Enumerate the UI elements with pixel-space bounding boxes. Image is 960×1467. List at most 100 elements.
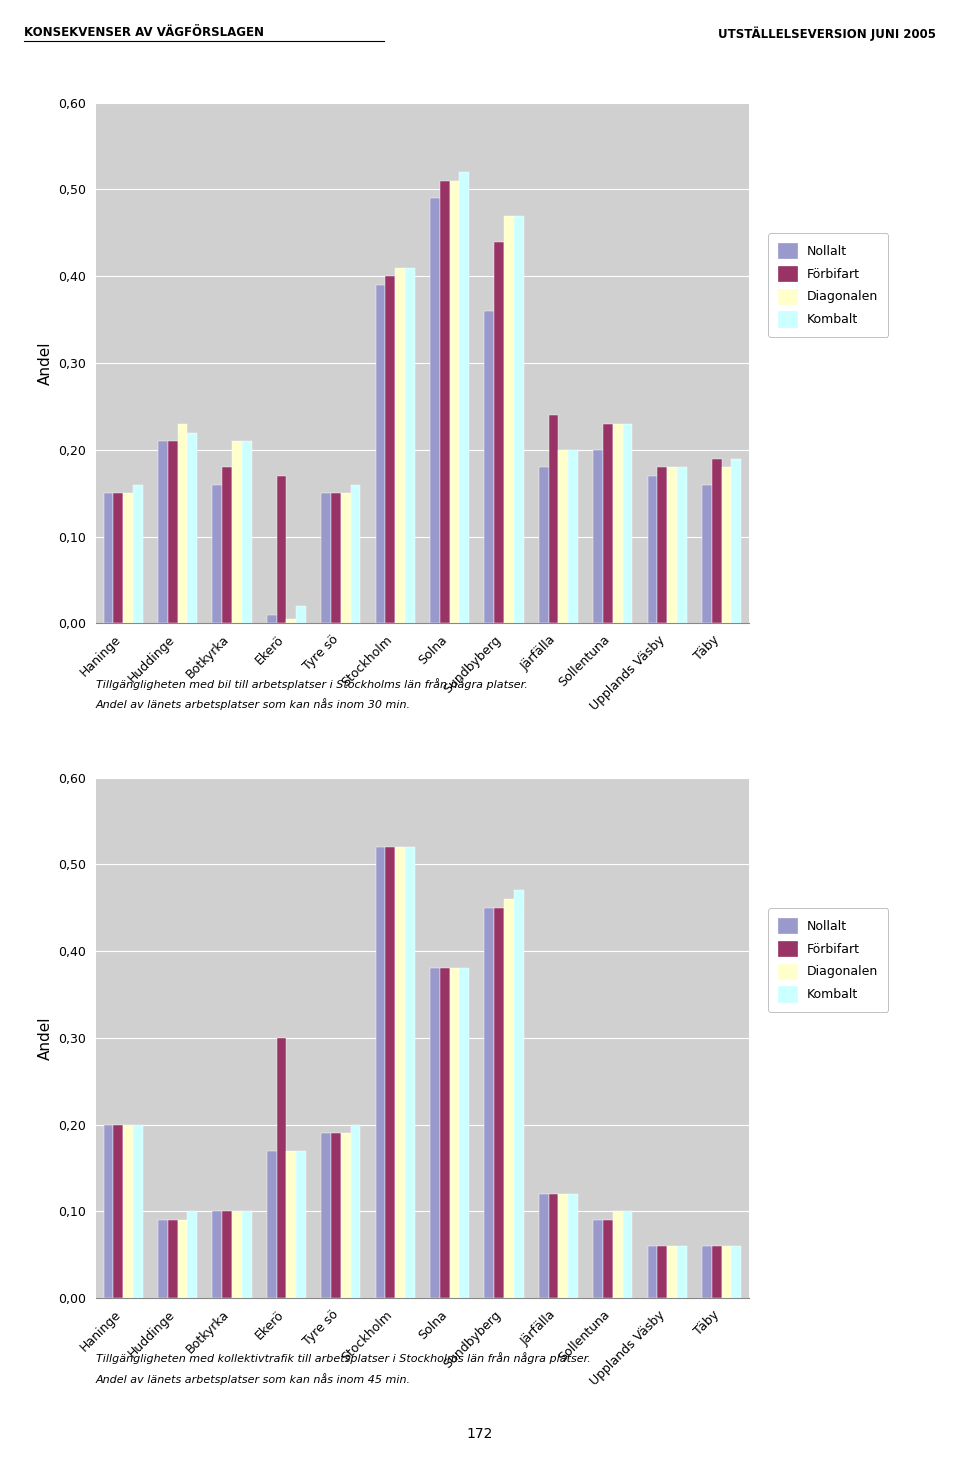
Bar — [168, 1221, 178, 1298]
Bar — [494, 908, 504, 1298]
Bar — [460, 968, 469, 1298]
Bar — [267, 1150, 276, 1298]
Bar — [104, 493, 113, 623]
Bar — [702, 484, 711, 623]
Bar — [242, 1212, 252, 1298]
Bar — [375, 285, 385, 623]
Bar — [667, 1247, 677, 1298]
Bar — [658, 467, 667, 623]
Text: UTSTÄLLELSEVERSION JUNI 2005: UTSTÄLLELSEVERSION JUNI 2005 — [718, 26, 936, 41]
Bar — [623, 1212, 633, 1298]
Bar — [396, 846, 405, 1298]
Bar — [732, 1247, 741, 1298]
Bar — [113, 1125, 123, 1298]
Bar — [539, 1194, 548, 1298]
Bar — [514, 216, 523, 623]
Text: Tillgängligheten med kollektivtrafik till arbetsplatser i Stockholms län från nå: Tillgängligheten med kollektivtrafik til… — [96, 1353, 590, 1364]
Bar — [212, 1212, 222, 1298]
Bar — [242, 442, 252, 623]
Bar — [222, 467, 232, 623]
Bar — [732, 459, 741, 623]
Bar — [612, 1212, 623, 1298]
Bar — [603, 1221, 612, 1298]
Bar — [113, 493, 123, 623]
Bar — [593, 1221, 603, 1298]
Bar — [276, 475, 286, 623]
Bar — [702, 1247, 711, 1298]
Bar — [667, 467, 677, 623]
Bar — [133, 1125, 143, 1298]
Bar — [603, 424, 612, 623]
Bar — [514, 890, 523, 1298]
Bar — [104, 1125, 113, 1298]
Bar — [286, 1150, 297, 1298]
Bar — [123, 1125, 133, 1298]
Bar — [158, 1221, 168, 1298]
Y-axis label: Andel: Andel — [37, 342, 53, 384]
Bar — [612, 424, 623, 623]
Bar — [322, 1134, 331, 1298]
Bar — [133, 484, 143, 623]
Text: Andel av länets arbetsplatser som kan nås inom 45 min.: Andel av länets arbetsplatser som kan nå… — [96, 1373, 411, 1385]
Bar — [722, 467, 732, 623]
Bar — [440, 180, 449, 623]
Bar — [539, 467, 548, 623]
Bar — [648, 1247, 658, 1298]
Bar — [548, 415, 559, 623]
Bar — [158, 442, 168, 623]
Bar — [178, 424, 187, 623]
Bar — [396, 267, 405, 623]
Bar — [331, 1134, 341, 1298]
Bar — [548, 1194, 559, 1298]
Bar — [430, 198, 440, 623]
Legend: Nollalt, Förbifart, Diagonalen, Kombalt: Nollalt, Förbifart, Diagonalen, Kombalt — [768, 908, 888, 1012]
Bar — [341, 493, 350, 623]
Bar — [449, 180, 460, 623]
Bar — [711, 459, 722, 623]
Bar — [276, 1039, 286, 1298]
Bar — [677, 1247, 686, 1298]
Bar — [405, 846, 415, 1298]
Bar — [648, 475, 658, 623]
Bar — [658, 1247, 667, 1298]
Bar — [375, 846, 385, 1298]
Bar — [593, 450, 603, 623]
Bar — [123, 493, 133, 623]
Bar — [212, 484, 222, 623]
Bar — [322, 493, 331, 623]
Bar — [385, 846, 396, 1298]
Bar — [232, 1212, 242, 1298]
Bar — [485, 908, 494, 1298]
Bar — [440, 968, 449, 1298]
Bar — [405, 267, 415, 623]
Text: Tillgängligheten med bil till arbetsplatser i Stockholms län från några platser.: Tillgängligheten med bil till arbetsplat… — [96, 678, 528, 689]
Bar — [504, 216, 514, 623]
Bar — [494, 242, 504, 623]
Text: KONSEKVENSER AV VÄGFÖRSLAGEN: KONSEKVENSER AV VÄGFÖRSLAGEN — [24, 26, 264, 40]
Bar — [460, 172, 469, 623]
Bar — [178, 1221, 187, 1298]
Bar — [711, 1247, 722, 1298]
Bar — [350, 1125, 360, 1298]
Text: 172: 172 — [467, 1426, 493, 1441]
Bar — [187, 433, 197, 623]
Legend: Nollalt, Förbifart, Diagonalen, Kombalt: Nollalt, Förbifart, Diagonalen, Kombalt — [768, 233, 888, 337]
Bar — [568, 1194, 578, 1298]
Bar — [286, 619, 297, 623]
Bar — [222, 1212, 232, 1298]
Bar — [449, 968, 460, 1298]
Bar — [341, 1134, 350, 1298]
Bar — [187, 1212, 197, 1298]
Bar — [267, 615, 276, 623]
Bar — [559, 450, 568, 623]
Text: Andel av länets arbetsplatser som kan nås inom 30 min.: Andel av länets arbetsplatser som kan nå… — [96, 698, 411, 710]
Bar — [568, 450, 578, 623]
Bar — [430, 968, 440, 1298]
Bar — [559, 1194, 568, 1298]
Y-axis label: Andel: Andel — [37, 1017, 53, 1059]
Bar — [722, 1247, 732, 1298]
Bar — [297, 606, 306, 623]
Bar — [331, 493, 341, 623]
Bar — [623, 424, 633, 623]
Bar — [232, 442, 242, 623]
